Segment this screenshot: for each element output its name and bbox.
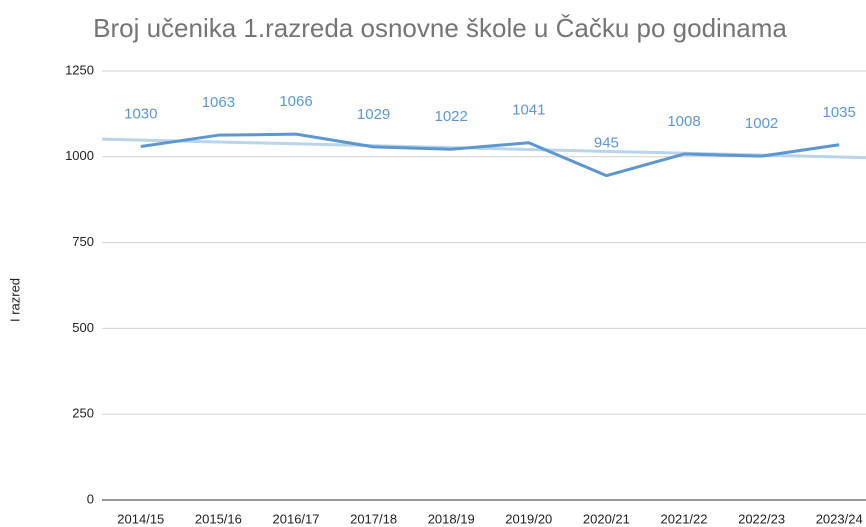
data-label: 1002 — [745, 115, 778, 132]
data-label: 1008 — [667, 113, 700, 130]
data-label: 1029 — [357, 106, 390, 123]
x-tick-label: 2015/16 — [195, 511, 242, 526]
y-tick-label: 0 — [87, 491, 94, 506]
y-tick-label: 250 — [72, 406, 94, 421]
data-label: 1063 — [202, 94, 235, 111]
y-axis-label: I razred — [7, 278, 22, 322]
x-tick-label: 2023/24 — [816, 511, 863, 526]
line — [140, 132, 840, 178]
y-tick-label: 1250 — [65, 62, 94, 77]
x-tick-label: 2021/22 — [661, 511, 708, 526]
x-tick-label: 2020/21 — [583, 511, 630, 526]
x-tick-label: 2019/20 — [505, 511, 552, 526]
data-label: 1030 — [124, 105, 157, 122]
y-tick-label: 750 — [72, 234, 94, 249]
x-tick-label: 2018/19 — [428, 511, 475, 526]
data-label: 1041 — [512, 102, 545, 119]
x-tick-label: 2016/17 — [273, 511, 320, 526]
data-label: 1035 — [823, 104, 856, 121]
chart-title: Broj učenika 1.razreda osnovne škole u Č… — [93, 13, 787, 43]
data-label: 945 — [594, 135, 619, 152]
data-label: 1066 — [279, 93, 312, 110]
x-tick-label: 2022/23 — [738, 511, 785, 526]
x-tick-label: 2014/15 — [117, 511, 164, 526]
x-tick-label: 2017/18 — [350, 511, 397, 526]
data-label: 1022 — [435, 108, 468, 125]
y-tick-label: 500 — [72, 320, 94, 335]
y-tick-label: 1000 — [65, 148, 94, 163]
